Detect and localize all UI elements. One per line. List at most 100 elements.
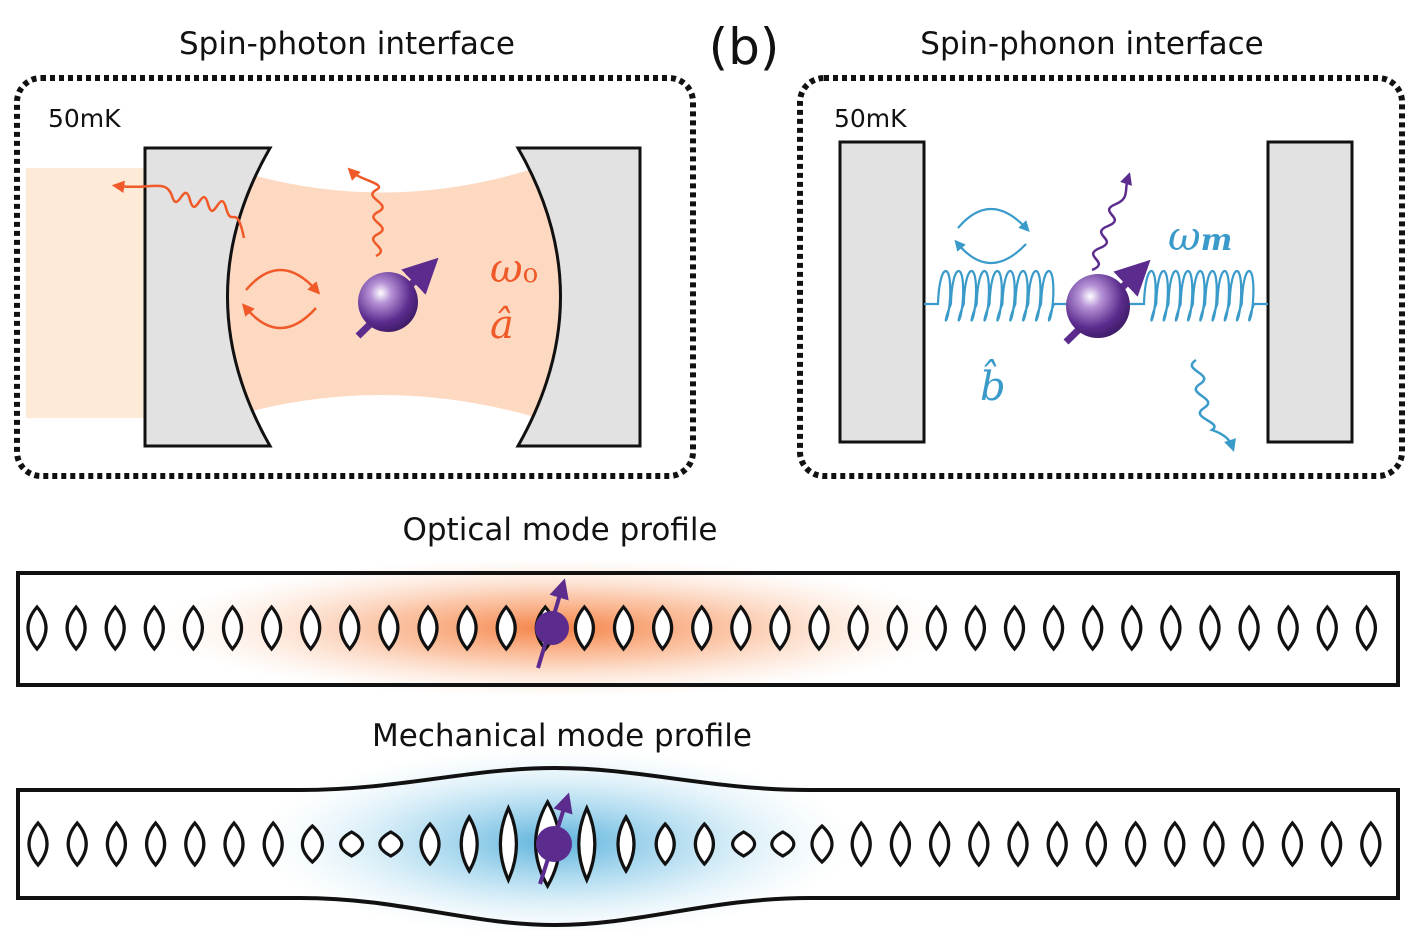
optical-waveguide <box>16 571 1400 687</box>
mechanical-hole <box>889 820 911 868</box>
optical-hole <box>808 604 830 652</box>
optical-hole <box>1199 604 1221 652</box>
mechanical-hole <box>184 820 206 868</box>
optical-hole <box>143 604 165 652</box>
optical-hole <box>261 604 283 652</box>
optical-hole <box>104 604 126 652</box>
phonon-leak-wiggle <box>1190 358 1236 452</box>
mechanical-hole <box>616 813 636 875</box>
mechanical-hole <box>929 820 951 868</box>
photon-leak-wiggle <box>111 180 246 239</box>
left-spring <box>924 270 1068 322</box>
mechanical-hole <box>850 820 872 868</box>
spin-phonon-box: 50mK ωm b̂ <box>797 75 1405 479</box>
mechanical-hole <box>105 820 127 868</box>
optical-hole <box>339 604 361 652</box>
mechanical-holes <box>27 798 1382 890</box>
panel-b-label: (b) <box>709 18 780 76</box>
mechanical-hole <box>66 820 88 868</box>
optical-hole <box>1082 604 1104 652</box>
mechanical-hole <box>693 821 715 867</box>
optical-hole <box>1355 604 1377 652</box>
mechanical-hole <box>968 820 990 868</box>
spin-photon-box: 50mK ωo â <box>14 75 696 479</box>
mechanical-hole <box>339 830 365 858</box>
optical-hole <box>1316 604 1338 652</box>
left-support <box>838 140 926 444</box>
optical-hole <box>652 604 674 652</box>
phonon-spin-qubit <box>1063 259 1151 345</box>
mechanical-waveguide <box>16 765 1400 928</box>
optical-hole <box>691 604 713 652</box>
spin-phonon-temperature: 50mK <box>834 104 907 133</box>
optical-hole <box>1160 604 1182 652</box>
cavity-circulation-arrow-bottom <box>241 303 317 330</box>
optical-hole <box>964 604 986 652</box>
optical-hole <box>417 604 439 652</box>
mechanical-hole <box>145 820 167 868</box>
phonon-circulation-arrow-top <box>957 207 1030 232</box>
optical-hole <box>456 604 478 652</box>
optical-mode-profile <box>16 558 1400 698</box>
optical-hole <box>847 604 869 652</box>
spin-photon-title: Spin-photon interface <box>179 26 515 62</box>
mechanical-hole <box>577 804 597 884</box>
mechanical-spin <box>536 792 573 885</box>
mechanical-hole <box>770 830 796 858</box>
optical-hole <box>1043 604 1065 652</box>
mechanical-hole <box>27 820 49 868</box>
phonon-circulation-arrow-bottom <box>954 239 1027 265</box>
spring-coil <box>924 270 1068 322</box>
optical-hole <box>925 604 947 652</box>
mechanical-frequency-symbol: ω <box>1168 214 1201 260</box>
mechanical-hole <box>262 820 284 868</box>
svg-text:ωm: ωm <box>1168 214 1232 260</box>
mechanical-hole <box>419 821 441 867</box>
mechanical-hole <box>1321 820 1343 868</box>
spin-photon-temperature: 50mK <box>48 104 121 133</box>
mechanical-hole <box>1203 820 1225 868</box>
optical-holes <box>26 604 1377 652</box>
mechanical-hole <box>1281 820 1303 868</box>
cavity-circulation-arrow-top <box>245 268 321 295</box>
right-spring <box>1130 270 1268 322</box>
optical-hole <box>221 604 244 652</box>
mechanical-hole <box>1164 820 1186 868</box>
mechanical-hole <box>459 813 479 875</box>
spin-emission-wiggle <box>1091 172 1132 272</box>
mechanical-hole <box>1046 820 1068 868</box>
optical-hole <box>495 604 517 652</box>
mechanical-hole <box>498 804 518 884</box>
spin-qubit <box>355 257 439 339</box>
left-mirror <box>143 146 273 448</box>
mechanical-hole <box>1085 820 1107 868</box>
mechanical-hole <box>731 830 757 858</box>
mechanical-hole <box>1007 820 1029 868</box>
svg-text:ωo: ωo <box>490 246 538 292</box>
photon-emission-wiggle <box>347 167 384 258</box>
optical-hole <box>378 604 400 652</box>
right-mirror <box>515 146 642 448</box>
mechanical-hole <box>223 820 245 868</box>
mechanical-frequency-subscript: m <box>1201 223 1233 258</box>
photon-operator: â <box>490 302 514 348</box>
optical-hole <box>886 604 908 652</box>
mechanical-hole <box>378 830 404 858</box>
optical-hole <box>300 604 322 652</box>
optical-hole <box>1003 604 1026 652</box>
optical-hole <box>1121 604 1143 652</box>
mechanical-hole <box>1242 820 1264 868</box>
mechanical-hole <box>654 821 676 867</box>
optical-hole <box>182 604 204 652</box>
mechanical-mode-profile <box>16 747 1400 930</box>
optical-hole <box>769 604 791 652</box>
optical-hole <box>1238 604 1260 652</box>
optical-hole <box>65 604 87 652</box>
optical-hole <box>1277 604 1299 652</box>
mechanical-hole <box>810 823 834 865</box>
right-support <box>1266 140 1354 444</box>
mechanical-hole <box>1360 820 1382 868</box>
optical-profile-title: Optical mode profile <box>402 512 717 548</box>
spring-coil <box>1130 270 1268 322</box>
